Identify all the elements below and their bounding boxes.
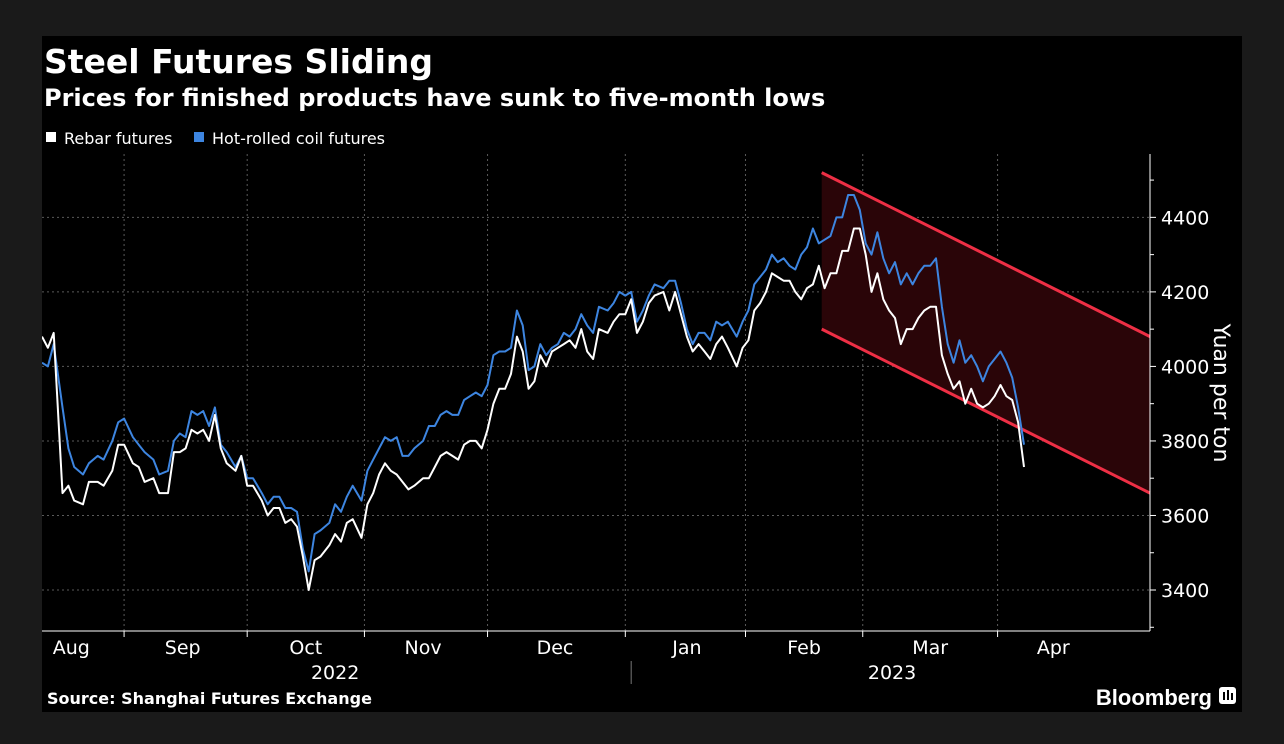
x-month-label: Feb xyxy=(787,637,821,659)
bloomberg-chat-icon-bar-1 xyxy=(1223,692,1225,700)
x-month-label: Oct xyxy=(289,637,322,659)
legend-swatch-rebar xyxy=(46,132,56,142)
brand-name: Bloomberg xyxy=(1096,685,1212,710)
x-year-label: 2023 xyxy=(868,662,916,684)
x-month-label: Nov xyxy=(405,637,442,659)
channel-upper-line xyxy=(821,171,1151,338)
y-tick-label: 3400 xyxy=(1161,580,1209,602)
x-month-label: Sep xyxy=(165,637,201,659)
x-month-label: Aug xyxy=(53,637,90,659)
x-month-label: Apr xyxy=(1037,637,1070,659)
y-tick-label: 4200 xyxy=(1161,282,1209,304)
x-month-label: Mar xyxy=(912,637,948,659)
series-line-rebar xyxy=(42,227,1025,591)
legend: Rebar futures Hot-rolled coil futures xyxy=(46,129,385,148)
y-tick-label: 3600 xyxy=(1161,505,1209,527)
chart-svg: Steel Futures Sliding Prices for finishe… xyxy=(42,42,1236,710)
chart-panel: Steel Futures Sliding Prices for finishe… xyxy=(42,36,1242,712)
x-month-label: Jan xyxy=(671,637,701,659)
channel-layer xyxy=(821,171,1151,495)
bloomberg-chat-icon-bar-3 xyxy=(1231,693,1233,700)
bloomberg-chat-icon-bar-2 xyxy=(1227,690,1229,700)
x-year-label: 2022 xyxy=(311,662,359,684)
bloomberg-logo: Bloomberg xyxy=(1096,685,1236,710)
y-tick-label: 4400 xyxy=(1161,207,1209,229)
x-month-label: Dec xyxy=(537,637,574,659)
y-tick-label: 4000 xyxy=(1161,356,1209,378)
legend-label-hrc: Hot-rolled coil futures xyxy=(212,129,385,148)
chart-subtitle: Prices for finished products have sunk t… xyxy=(44,84,825,112)
legend-label-rebar: Rebar futures xyxy=(64,129,172,148)
source-note: Source: Shanghai Futures Exchange xyxy=(47,689,372,708)
axis-layer: 3400 3600 3800 4000 4200 4400 Aug Sep Oct Nov Dec J… xyxy=(42,154,1209,684)
channel-lower-line xyxy=(821,327,1151,495)
y-tick-label: 3800 xyxy=(1161,431,1209,453)
downtrend-channel-fill xyxy=(821,172,1150,494)
series-layer xyxy=(42,194,1025,591)
y-axis-label: Yuan per ton xyxy=(1208,323,1233,463)
chart-title: Steel Futures Sliding xyxy=(44,42,433,81)
legend-swatch-hrc xyxy=(194,132,204,142)
